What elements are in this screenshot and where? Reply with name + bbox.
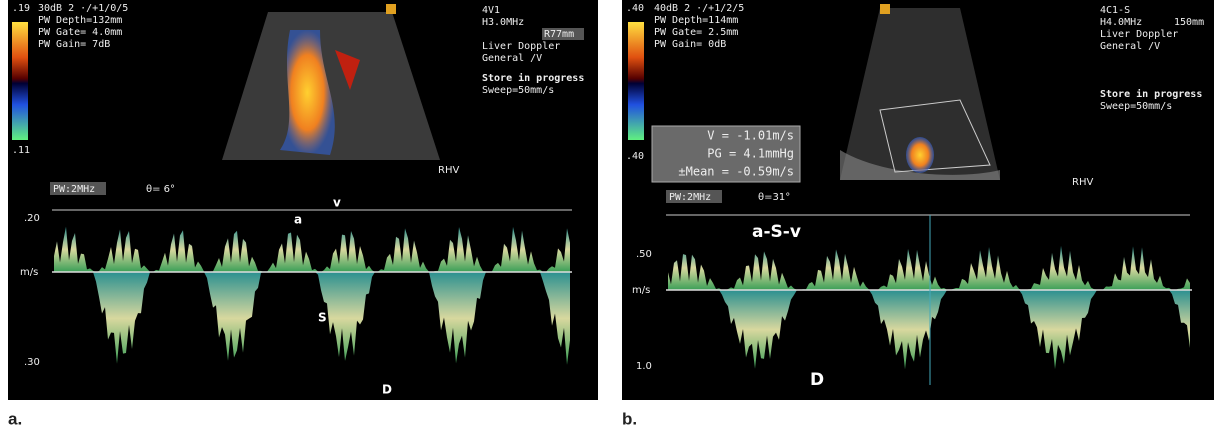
scale-bottom: .40 [626, 151, 644, 162]
annotation: D [382, 383, 392, 397]
label-box [666, 190, 722, 203]
setting: PW Depth=132mm [38, 15, 122, 26]
axis-label: 1.0 [636, 361, 652, 372]
icon [386, 4, 396, 14]
annotation: D [810, 370, 824, 390]
doppler-waveform [668, 245, 1190, 290]
setting: H4.0MHz [1100, 17, 1142, 28]
measurement: ±Mean = -0.59m/s [678, 165, 794, 179]
tissue [840, 150, 1000, 180]
setting: General /V [1100, 41, 1160, 52]
axis-label: m/s [632, 285, 650, 296]
icon [880, 4, 890, 14]
label-box [50, 182, 106, 195]
setting: PW Gain= 0dB [654, 39, 726, 50]
angle: θ=31° [758, 192, 790, 203]
setting: 150mm [1174, 17, 1204, 28]
annotation: a-S-v [752, 222, 801, 242]
setting: PW Depth=114mm [654, 15, 738, 26]
annotation: a [294, 213, 302, 227]
setting: 30dB 2 ·/+1/0/5 [38, 3, 128, 14]
setting: PW Gate= 2.5mm [654, 27, 738, 38]
color-bar [12, 22, 28, 140]
annotation: v [333, 196, 341, 210]
setting: 4V1 [482, 5, 500, 16]
setting: General /V [482, 53, 542, 64]
setting: Liver Doppler [482, 41, 560, 52]
setting: PW Gain= 7dB [38, 39, 110, 50]
panel-label: b. [622, 409, 637, 428]
setting: H3.0MHz [482, 17, 524, 28]
color-box [879, 99, 991, 173]
pw-label: PW:2MHz [53, 184, 95, 195]
annotation: S [318, 311, 327, 325]
status: Store in progress [1100, 88, 1202, 100]
setting: Liver Doppler [1100, 29, 1178, 40]
setting: R77mm [544, 29, 574, 40]
status: Sweep=50mm/s [1100, 101, 1172, 112]
measurement-box [651, 125, 801, 183]
color-bar [628, 22, 644, 140]
scale-top: .40 [626, 3, 644, 14]
pw-label: PW:2MHz [669, 192, 711, 203]
doppler-waveform [54, 272, 570, 365]
status: Sweep=50mm/s [482, 85, 554, 96]
axis-label: .30 [24, 357, 40, 368]
vessel-label: RHV [1072, 177, 1093, 188]
setting: PW Gate= 4.0mm [38, 27, 122, 38]
sector-image [222, 12, 440, 160]
scale-top: .19 [12, 3, 30, 14]
color-flow [335, 50, 360, 90]
setting: 40dB 2 ·/+1/2/5 [654, 3, 744, 14]
doppler-waveform [54, 226, 570, 272]
sector-image [840, 8, 1000, 180]
panel-b: .40 40dB 2 ·/+1/2/5 PW Depth=114mm PW Ga… [622, 0, 1214, 400]
status: Store in progress [482, 72, 584, 84]
label-box [542, 28, 584, 40]
measurement: V = -1.01m/s [707, 129, 794, 143]
scale-bottom: .11 [12, 145, 30, 156]
panel-a: .19 30dB 2 ·/+1/0/5 PW Depth=132mm PW Ga… [8, 0, 598, 400]
measurement: PG = 4.1mmHg [707, 147, 794, 161]
color-flow [280, 30, 335, 155]
panel-label: a. [8, 409, 22, 428]
setting: 4C1-S [1100, 5, 1130, 16]
axis-label: m/s [20, 267, 38, 278]
doppler-waveform [668, 290, 1190, 370]
angle: θ= 6° [146, 184, 175, 195]
color-flow [906, 137, 934, 173]
axis-label: .50 [636, 249, 652, 260]
axis-label: .20 [24, 213, 40, 224]
vessel-label: RHV [438, 165, 459, 176]
